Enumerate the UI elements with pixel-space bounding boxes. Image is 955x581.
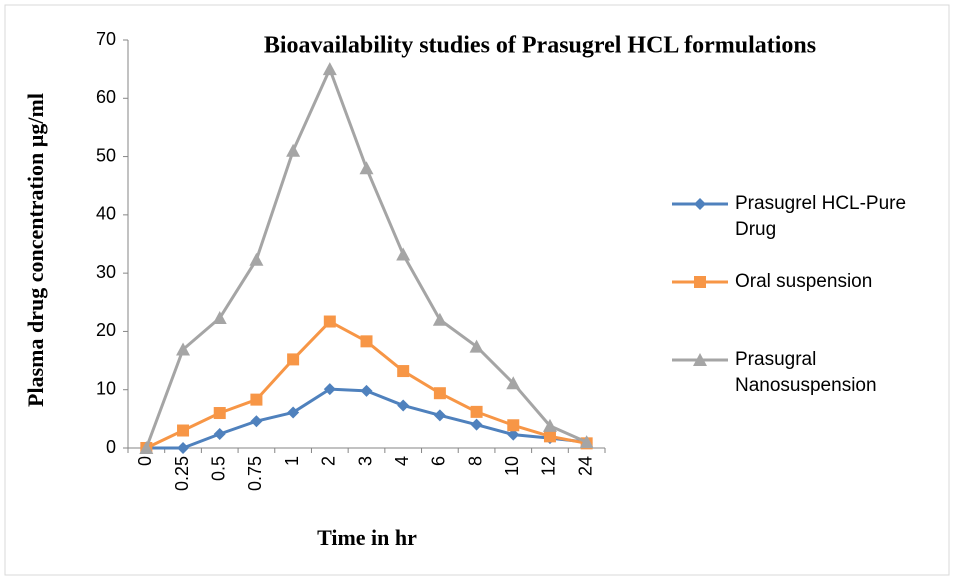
data-point — [470, 418, 483, 431]
data-point — [213, 428, 226, 441]
data-point — [250, 393, 263, 406]
x-axis-title: Time in hr — [317, 525, 417, 550]
data-point — [322, 62, 337, 76]
y-tick-label: 30 — [96, 262, 116, 282]
chart-border — [4, 4, 950, 576]
x-tick-label: 0.5 — [208, 456, 228, 481]
legend-marker — [694, 198, 706, 210]
legend-label: Prasugrel HCL-Pure Drug — [735, 193, 907, 240]
data-point — [212, 311, 227, 325]
data-point — [177, 424, 190, 437]
data-point — [249, 252, 264, 266]
x-tick-label: 8 — [465, 456, 485, 466]
data-point — [433, 409, 446, 422]
data-point — [433, 387, 446, 400]
x-tick-label: 2 — [319, 456, 339, 466]
data-point — [579, 435, 594, 449]
data-point — [507, 428, 520, 441]
data-point — [250, 415, 263, 428]
data-point — [397, 365, 410, 378]
data-point — [359, 161, 374, 175]
x-tick-label: 3 — [355, 456, 375, 466]
legend-label: Oral suspension — [735, 271, 873, 292]
y-tick-label: 70 — [96, 29, 116, 49]
x-tick-label: 4 — [392, 456, 412, 466]
x-tick-label: 0.75 — [245, 456, 265, 491]
x-tick-label: 24 — [575, 456, 595, 476]
x-tick-label: 0 — [135, 456, 155, 466]
data-point — [139, 441, 154, 454]
x-tick-label: 1 — [282, 456, 302, 466]
data-point — [287, 353, 300, 366]
data-point — [360, 335, 373, 348]
x-tick-label: 10 — [502, 456, 522, 476]
x-tick-label: 6 — [429, 456, 449, 466]
data-point — [432, 312, 447, 326]
data-point — [506, 376, 521, 390]
y-tick-label: 10 — [96, 378, 116, 398]
y-tick-label: 60 — [96, 87, 116, 107]
data-point — [507, 419, 520, 432]
x-tick-label: 0.25 — [172, 456, 192, 491]
data-point — [542, 418, 557, 432]
legend-marker — [694, 276, 706, 288]
y-tick-label: 0 — [106, 437, 116, 457]
data-point — [286, 143, 301, 157]
data-point — [287, 406, 300, 419]
chart-title: Bioavailability studies of Prasugrel HCL… — [264, 33, 816, 59]
data-point — [323, 315, 336, 328]
data-point — [470, 405, 483, 418]
x-tick-label: 12 — [539, 456, 559, 476]
y-axis-title: Plasma drug concentration µg/ml — [23, 93, 48, 407]
y-tick-label: 20 — [96, 320, 116, 340]
y-tick-label: 50 — [96, 145, 116, 165]
data-point — [176, 342, 191, 356]
data-point — [360, 384, 373, 397]
data-point — [543, 430, 556, 443]
data-point — [323, 383, 336, 396]
data-point — [213, 407, 226, 420]
data-point — [397, 399, 410, 412]
data-point — [469, 339, 484, 353]
legend-marker — [693, 353, 707, 366]
data-point — [396, 247, 411, 261]
y-tick-label: 40 — [96, 204, 116, 224]
data-point — [177, 442, 190, 454]
legend-label: Prasugral Nanosuspension — [735, 349, 877, 396]
